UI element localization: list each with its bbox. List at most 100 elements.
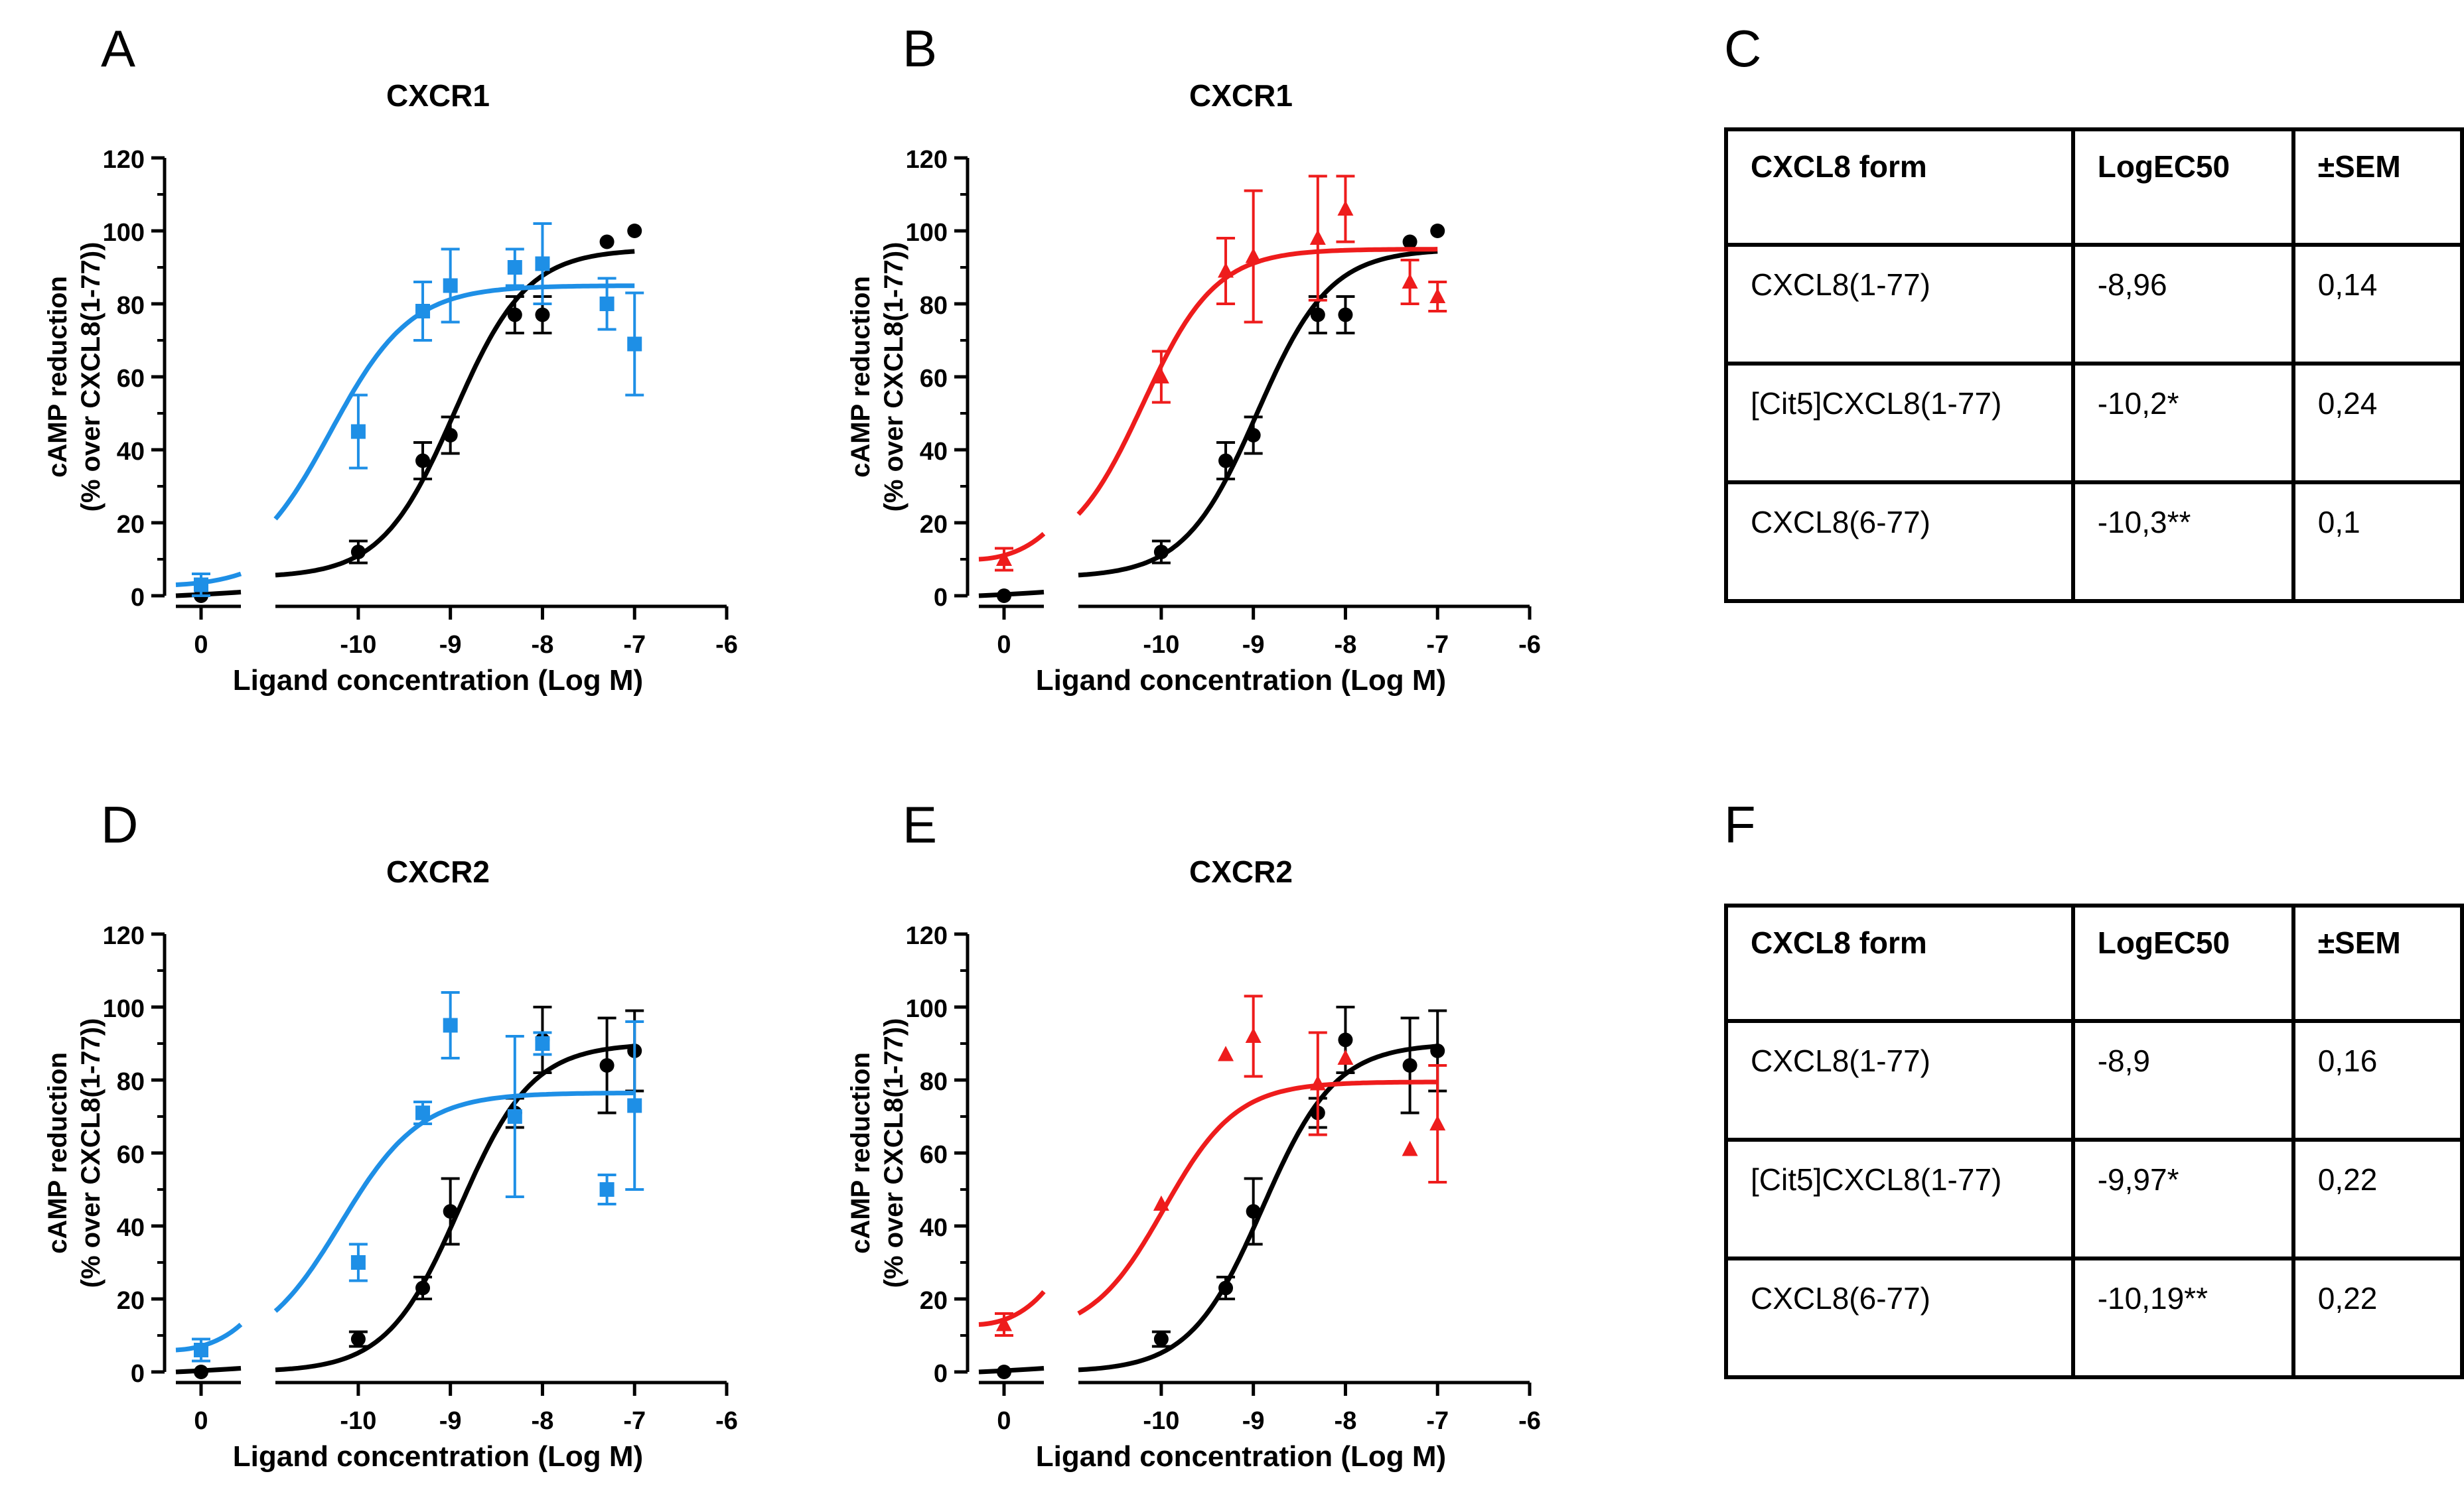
data-point [535, 256, 550, 271]
chart-title: CXCR2 [1189, 854, 1293, 889]
data-point [507, 307, 522, 322]
header-sem: ±SEM [2291, 127, 2464, 247]
chart-b: CXCR1 0 20 40 60 80 100 120 cAMP reduction (% ove… [846, 78, 1541, 697]
x-tick-label: 0 [997, 631, 1011, 659]
chart-title: CXCR2 [386, 854, 490, 889]
y-tick-label: 60 [117, 365, 145, 393]
x-tick-label: -9 [439, 631, 462, 659]
cell-logec50: -8,96 [2070, 243, 2295, 366]
x-axis-label: Ligand concentration (Log M) [1036, 664, 1446, 697]
data-point [1430, 224, 1445, 238]
x-tick-label: -7 [623, 1407, 646, 1435]
table-f: CXCL8 form LogEC50 ±SEM CXCL8(1-77) -8,9… [1724, 904, 2464, 1379]
chart-title: CXCR1 [1189, 78, 1293, 113]
data-point [997, 1365, 1011, 1379]
table-header-row: CXCL8 form LogEC50 ±SEM [1724, 904, 2464, 1023]
data-point [627, 336, 642, 352]
zero-curve-1 [175, 1322, 243, 1353]
data-point [1429, 288, 1446, 303]
table-row: CXCL8(1-77) -8,9 0,16 [1724, 1019, 2464, 1142]
y-tick-label: 60 [920, 1141, 948, 1169]
panel-label-d: D [101, 795, 139, 854]
y-axis-label-line2: (% over CXCL8(1-77)) [76, 1018, 106, 1288]
data-point [350, 1331, 366, 1347]
x-tick-label: 0 [997, 1407, 1011, 1435]
y-tick-label: 60 [920, 365, 948, 393]
table-row: CXCL8(6-77) -10,19** 0,22 [1724, 1256, 2464, 1379]
data-point [1402, 1058, 1417, 1073]
data-point [194, 1343, 208, 1357]
zero-curve-0 [978, 590, 1045, 598]
data-point [415, 304, 431, 318]
data-point [1309, 230, 1326, 245]
y-tick-label: 0 [131, 1360, 145, 1388]
fit-curve-1 [273, 1091, 635, 1313]
panel-label-c: C [1724, 19, 1762, 78]
zero-curve-0 [978, 1366, 1045, 1375]
cell-form: CXCL8(1-77) [1724, 1019, 2075, 1142]
data-point [996, 551, 1012, 566]
y-axis-label-line2: (% over CXCL8(1-77)) [879, 242, 908, 512]
data-point [1338, 1032, 1353, 1048]
zero-curve-1 [978, 1290, 1046, 1327]
header-logec50: LogEC50 [2070, 127, 2295, 247]
data-point [996, 1316, 1012, 1331]
y-tick-label: 120 [103, 922, 145, 950]
table-row: CXCL8(1-77) -8,96 0,14 [1724, 243, 2464, 366]
fit-curve-1 [1076, 247, 1438, 516]
panel-label-f: F [1724, 795, 1756, 854]
x-axis-label: Ligand concentration (Log M) [233, 664, 643, 697]
data-point [1153, 1195, 1169, 1211]
y-tick-label: 40 [920, 438, 948, 466]
x-tick-label: -9 [439, 1407, 462, 1435]
cell-logec50: -8,9 [2070, 1019, 2295, 1142]
table-header-row: CXCL8 form LogEC50 ±SEM [1724, 127, 2464, 247]
data-point [194, 1365, 208, 1379]
header-cxcl8-form: CXCL8 form [1724, 127, 2075, 247]
data-point [627, 1098, 642, 1113]
x-tick-label: -10 [1143, 1407, 1179, 1435]
x-tick-label: -7 [1426, 631, 1449, 659]
y-tick-label: 80 [117, 1068, 145, 1096]
panel-label-b: B [903, 19, 938, 78]
data-point [1153, 1331, 1169, 1347]
y-axis-label-line2: (% over CXCL8(1-77)) [879, 1018, 908, 1288]
x-tick-label: -6 [1518, 1407, 1541, 1435]
data-point [350, 545, 366, 559]
data-point [1402, 273, 1418, 289]
chart-e: CXCR2 0 20 40 60 80 100 120 cAMP reduction (% ove… [846, 854, 1541, 1473]
table-c: CXCL8 form LogEC50 ±SEM CXCL8(1-77) -8,9… [1724, 127, 2464, 603]
cell-form: [Cit5]CXCL8(1-77) [1724, 362, 2075, 484]
cell-sem: 0,14 [2291, 243, 2464, 366]
x-tick-label: -10 [340, 631, 376, 659]
cell-sem: 0,16 [2291, 1019, 2464, 1142]
data-point [415, 1280, 431, 1296]
fit-curve-0 [1078, 249, 1438, 578]
data-point [1245, 247, 1262, 263]
data-point [1337, 200, 1354, 216]
panel-label-a: A [101, 19, 136, 78]
y-tick-label: 0 [934, 1360, 948, 1388]
data-point [997, 588, 1011, 603]
data-point [599, 297, 615, 311]
data-point [194, 577, 208, 592]
data-point [1153, 368, 1169, 383]
data-point [443, 278, 458, 293]
chart-d: CXCR2 0 20 40 60 80 100 120 cAMP reduction (% ove… [43, 854, 738, 1473]
data-point [627, 224, 642, 238]
x-tick-label: -10 [1143, 631, 1179, 659]
data-point [1218, 1046, 1234, 1061]
data-point [443, 428, 458, 442]
y-tick-label: 20 [920, 1287, 948, 1315]
x-tick-label: -8 [1335, 631, 1357, 659]
x-tick-label: -6 [1518, 631, 1541, 659]
y-tick-label: 80 [117, 292, 145, 320]
data-point [350, 424, 366, 439]
table-row: [Cit5]CXCL8(1-77) -10,2* 0,24 [1724, 362, 2464, 484]
chart-title: CXCR1 [386, 78, 490, 113]
data-point [535, 1036, 550, 1051]
cell-logec50: -9,97* [2070, 1138, 2295, 1260]
data-point [599, 234, 615, 249]
data-point [507, 1109, 522, 1124]
